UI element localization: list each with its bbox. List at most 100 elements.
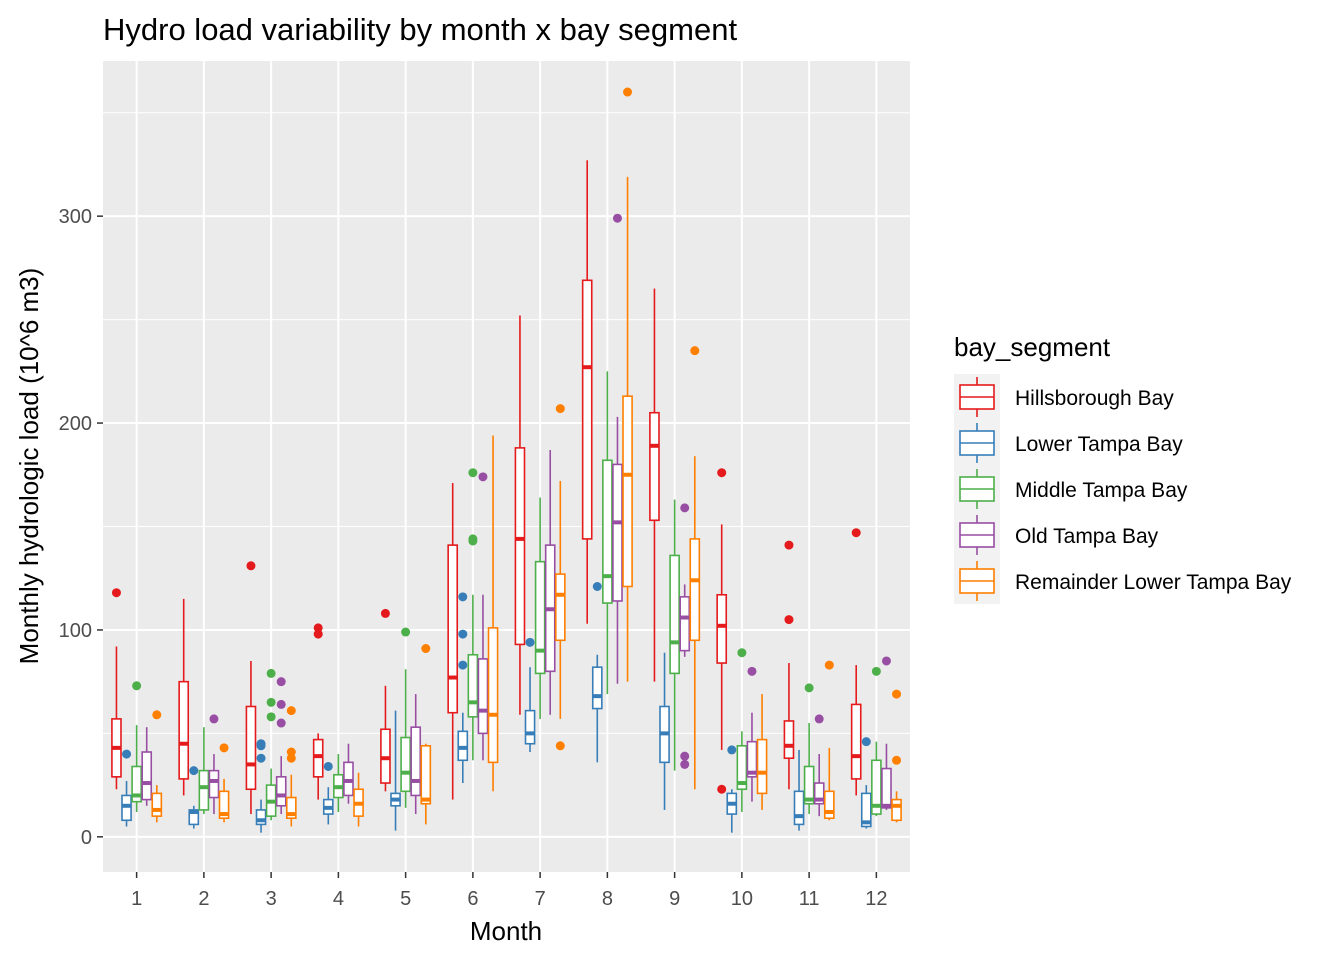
legend-label: Middle Tampa Bay	[1015, 479, 1188, 502]
plot-panel	[103, 61, 910, 872]
box-body	[850, 703, 862, 780]
boxes-layer	[111, 87, 902, 833]
box-body	[218, 790, 230, 820]
box-body	[679, 596, 691, 652]
outlier-point	[612, 213, 622, 223]
outlier-point	[871, 666, 881, 676]
y-axis-title: Monthly hydrologic load (10^6 m3)	[14, 268, 44, 665]
y-tick-label: 300	[59, 206, 92, 228]
legend-title: bay_segment	[954, 332, 1111, 362]
outlier-point	[623, 87, 633, 97]
box-body	[534, 560, 546, 675]
box-body	[689, 538, 701, 642]
outlier-point	[323, 761, 333, 771]
box	[131, 681, 142, 813]
outlier-point	[276, 677, 286, 687]
x-tick-label: 9	[669, 888, 680, 910]
outlier-point	[592, 581, 602, 591]
outlier-point	[209, 714, 219, 724]
x-tick-label: 10	[731, 888, 753, 910]
outlier-point	[286, 706, 296, 716]
chart-title: Hydro load variability by month x bay se…	[103, 12, 737, 47]
x-axis: 1 2 3 4 5 6 7 8 9 10 11 12	[131, 872, 888, 910]
box-body	[746, 740, 758, 778]
box-body	[871, 759, 882, 815]
x-tick-label: 3	[266, 888, 277, 910]
outlier-point	[555, 404, 565, 414]
box-body	[823, 790, 835, 820]
box	[612, 213, 623, 684]
series-group	[151, 87, 902, 827]
outlier-point	[421, 644, 431, 654]
outlier-point	[286, 747, 296, 757]
box	[275, 677, 287, 815]
box	[514, 315, 526, 715]
box	[891, 689, 902, 823]
box-body	[121, 794, 132, 822]
x-tick-label: 1	[131, 888, 142, 910]
box	[746, 666, 758, 802]
box	[860, 737, 872, 829]
box-body	[793, 790, 805, 826]
series-group	[121, 581, 872, 833]
box	[591, 581, 603, 763]
outlier-point	[219, 743, 229, 753]
box-body	[813, 782, 825, 805]
box	[467, 468, 479, 761]
box	[285, 706, 297, 827]
box	[823, 660, 835, 821]
box	[477, 472, 489, 761]
box	[312, 623, 324, 800]
box	[803, 683, 815, 815]
box	[602, 371, 613, 695]
legend-item: Middle Tampa Bay	[959, 469, 1188, 509]
box	[245, 561, 257, 815]
box	[689, 346, 701, 790]
box	[208, 714, 220, 815]
outlier-point	[313, 629, 323, 639]
outlier-point	[737, 648, 747, 658]
box	[850, 528, 862, 796]
box	[457, 592, 469, 784]
box	[420, 644, 432, 825]
box-body	[141, 751, 153, 801]
x-tick-label: 2	[198, 888, 209, 910]
y-tick-label: 100	[59, 620, 92, 642]
x-tick-label: 6	[467, 888, 478, 910]
box-body	[803, 765, 815, 805]
box-body	[312, 738, 324, 778]
box-body	[380, 728, 391, 784]
box	[380, 608, 391, 792]
box-body	[285, 796, 297, 820]
series-group	[141, 213, 892, 817]
box-body	[477, 658, 489, 735]
outlier-point	[784, 615, 794, 625]
outlier-point	[892, 689, 902, 699]
box	[659, 652, 670, 810]
outlier-point	[458, 629, 468, 639]
box	[178, 598, 190, 796]
box-body	[514, 447, 526, 646]
box	[265, 668, 277, 821]
box	[255, 739, 267, 833]
outlier-point	[690, 346, 700, 356]
box	[649, 288, 660, 682]
box	[390, 710, 401, 831]
outlier-point	[851, 528, 861, 538]
x-tick-label: 8	[602, 888, 613, 910]
box	[121, 749, 132, 827]
box	[410, 694, 422, 815]
box-body	[275, 776, 287, 807]
box	[353, 772, 364, 827]
outlier-point	[478, 472, 488, 482]
outlier-point	[313, 623, 323, 633]
outlier-point	[555, 741, 565, 751]
y-axis: 0 100 200 300	[59, 206, 103, 849]
box	[534, 497, 546, 719]
x-tick-label: 12	[865, 888, 887, 910]
outlier-point	[784, 540, 794, 550]
box-body	[151, 792, 163, 817]
box	[793, 749, 805, 831]
box-body	[716, 593, 728, 664]
